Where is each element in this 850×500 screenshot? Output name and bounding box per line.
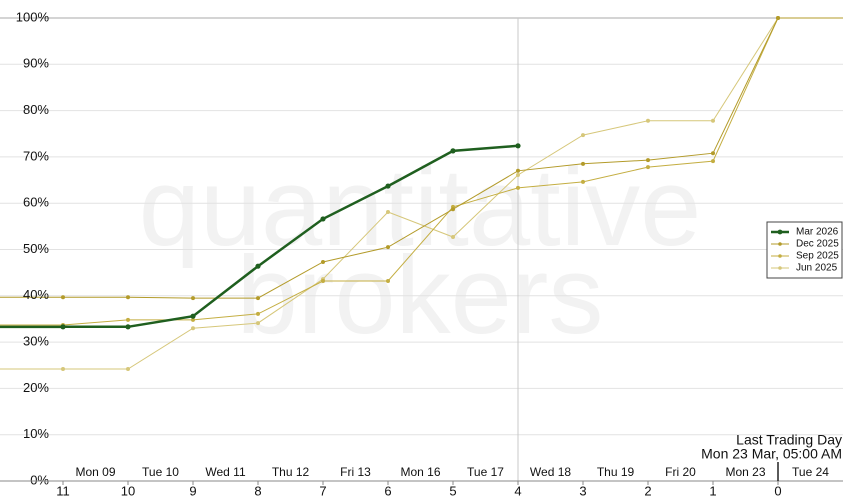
x-tick-label: 3 (579, 483, 586, 498)
legend-label: Jun 2025 (796, 263, 838, 274)
x-tick-label: 5 (449, 483, 456, 498)
series-line (63, 17, 779, 299)
point (61, 295, 65, 300)
grid (0, 17, 843, 482)
point (256, 321, 260, 326)
point (646, 158, 650, 163)
annotation: Mon 23 Mar, 05:00 AM (701, 446, 842, 462)
x-tick-label: 6 (384, 483, 391, 498)
point (646, 118, 650, 123)
point (450, 148, 456, 154)
point (191, 317, 195, 322)
point (191, 326, 195, 331)
day-label: Tue 24 (792, 465, 829, 479)
legend-dot (778, 254, 782, 258)
legend-dot (777, 229, 783, 235)
x-tick-label: 11 (56, 483, 70, 498)
point (255, 263, 261, 269)
point (191, 296, 195, 301)
day-label: Mon 23 (725, 465, 765, 479)
point (386, 245, 390, 250)
point (451, 234, 455, 239)
x-tick-label: 10 (121, 483, 135, 498)
legend-dot (778, 266, 782, 270)
point (321, 278, 325, 283)
point (386, 278, 390, 283)
y-tick-label: 50% (23, 241, 49, 256)
day-label: Tue 10 (142, 465, 179, 479)
legend-label: Dec 2025 (796, 239, 839, 250)
point (386, 209, 390, 214)
point (515, 143, 521, 149)
day-label: Fri 13 (340, 465, 371, 479)
point (256, 311, 260, 316)
y-tick-label: 100% (16, 9, 50, 24)
point (711, 118, 715, 123)
y-tick-label: 80% (23, 102, 49, 117)
point (385, 183, 391, 189)
y-tick-label: 70% (23, 148, 49, 163)
y-tick-label: 40% (23, 287, 49, 302)
point (451, 207, 455, 212)
point (581, 179, 585, 184)
point (126, 317, 130, 322)
point (60, 324, 66, 330)
point (125, 324, 131, 330)
y-tick-label: 10% (23, 426, 49, 441)
axes: 0%10%20%30%40%50%60%70%80%90%100%11 10 9 8 7… (0, 9, 843, 498)
series-line (62, 17, 779, 326)
series-line (63, 144, 519, 329)
point (320, 216, 326, 222)
point (61, 366, 65, 371)
day-label: Thu 12 (272, 465, 310, 479)
y-tick-label: 60% (23, 195, 49, 210)
day-label: Thu 19 (597, 465, 635, 479)
watermark-text: quantitative (139, 146, 702, 269)
point (776, 16, 780, 20)
series-line (63, 17, 779, 370)
x-tick-label: 8 (254, 483, 261, 498)
annotation: Last Trading Day (736, 432, 842, 448)
day-label: Mon 16 (400, 465, 440, 479)
point (321, 260, 325, 265)
x-tick-label: 9 (189, 483, 196, 498)
y-tick-label: 30% (23, 334, 49, 349)
point (711, 159, 715, 164)
x-tick-label: 0 (774, 483, 781, 498)
plot (0, 16, 843, 371)
point (646, 165, 650, 170)
legend-label: Mar 2026 (796, 227, 839, 238)
point (516, 172, 520, 177)
day-label: Wed 18 (530, 465, 571, 479)
point (581, 161, 585, 166)
x-tick-label: 7 (319, 483, 326, 498)
x-tick-label: 2 (644, 483, 651, 498)
legend-dot (778, 242, 782, 246)
point (516, 185, 520, 190)
day-label: Mon 09 (75, 465, 115, 479)
y-tick-label: 90% (23, 56, 49, 71)
point (126, 366, 130, 371)
day-label: Wed 11 (205, 465, 246, 479)
y-tick-label: 0% (30, 472, 49, 487)
point (126, 295, 130, 300)
x-tick-label: 1 (709, 483, 716, 498)
point (711, 151, 715, 156)
y-tick-label: 20% (23, 380, 49, 395)
point (190, 313, 196, 319)
day-label: Tue 17 (467, 465, 504, 479)
point (256, 296, 260, 301)
day-label: Fri 20 (665, 465, 696, 479)
point (581, 133, 585, 138)
point (516, 168, 520, 173)
x-tick-label: 4 (514, 483, 521, 498)
legend-label: Sep 2025 (796, 251, 839, 262)
